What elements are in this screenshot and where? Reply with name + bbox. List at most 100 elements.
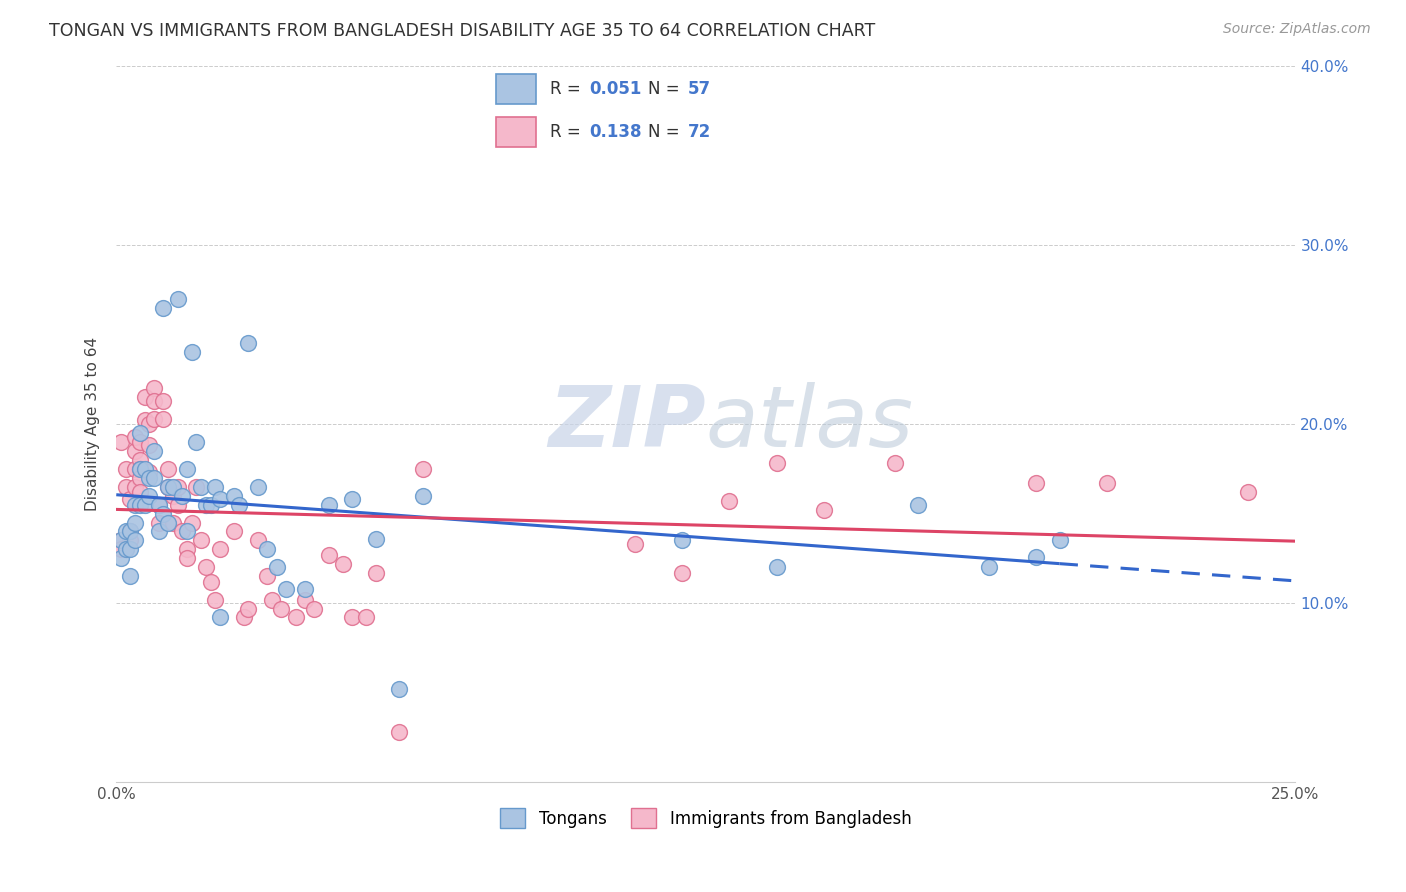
Point bbox=[232, 610, 254, 624]
Point bbox=[354, 610, 377, 624]
Point bbox=[120, 542, 142, 557]
Point bbox=[110, 434, 132, 449]
Point bbox=[284, 610, 307, 624]
Point bbox=[143, 381, 166, 395]
Point bbox=[138, 466, 160, 480]
Point bbox=[157, 516, 180, 530]
Point bbox=[124, 462, 146, 476]
Point bbox=[340, 610, 363, 624]
Point bbox=[110, 551, 132, 566]
Point bbox=[162, 489, 184, 503]
Point bbox=[110, 542, 132, 557]
Point bbox=[138, 489, 160, 503]
Point bbox=[134, 390, 156, 404]
Point bbox=[120, 524, 142, 539]
Point bbox=[114, 524, 136, 539]
Point bbox=[148, 498, 170, 512]
Point bbox=[671, 533, 693, 548]
Point bbox=[128, 462, 150, 476]
Point bbox=[224, 489, 246, 503]
Point bbox=[246, 533, 269, 548]
Point bbox=[1095, 476, 1118, 491]
Point bbox=[624, 537, 647, 551]
Text: TONGAN VS IMMIGRANTS FROM BANGLADESH DISABILITY AGE 35 TO 64 CORRELATION CHART: TONGAN VS IMMIGRANTS FROM BANGLADESH DIS… bbox=[49, 22, 876, 40]
Point bbox=[143, 443, 166, 458]
Point bbox=[180, 516, 202, 530]
Point bbox=[718, 494, 741, 508]
Point bbox=[194, 560, 217, 574]
Point bbox=[176, 551, 198, 566]
Point bbox=[194, 498, 217, 512]
Point bbox=[260, 592, 283, 607]
Point bbox=[134, 413, 156, 427]
Text: N =: N = bbox=[648, 123, 685, 141]
Point bbox=[176, 462, 198, 476]
Point bbox=[388, 725, 411, 739]
Point bbox=[209, 542, 232, 557]
Point bbox=[765, 560, 787, 574]
Point bbox=[124, 480, 146, 494]
Point bbox=[114, 542, 136, 557]
Point bbox=[176, 542, 198, 557]
Text: atlas: atlas bbox=[706, 383, 914, 466]
Text: R =: R = bbox=[550, 79, 586, 97]
Point bbox=[128, 498, 150, 512]
Bar bbox=[496, 117, 536, 147]
Point bbox=[304, 601, 326, 615]
Point bbox=[332, 557, 354, 571]
Point bbox=[1237, 485, 1260, 500]
Point bbox=[120, 524, 142, 539]
Point bbox=[1025, 549, 1047, 564]
Text: ZIP: ZIP bbox=[548, 383, 706, 466]
Point bbox=[152, 507, 174, 521]
Point bbox=[134, 498, 156, 512]
Text: N =: N = bbox=[648, 79, 685, 97]
Point bbox=[412, 489, 434, 503]
Point bbox=[128, 452, 150, 467]
Point bbox=[120, 569, 142, 583]
Point bbox=[1049, 533, 1071, 548]
Point bbox=[186, 434, 208, 449]
Point bbox=[128, 425, 150, 440]
Point bbox=[143, 411, 166, 425]
Text: 72: 72 bbox=[688, 123, 711, 141]
Point bbox=[143, 393, 166, 408]
Text: Source: ZipAtlas.com: Source: ZipAtlas.com bbox=[1223, 22, 1371, 37]
Point bbox=[907, 498, 929, 512]
Point bbox=[152, 411, 174, 425]
Text: 0.138: 0.138 bbox=[589, 123, 641, 141]
Point bbox=[124, 429, 146, 443]
Point bbox=[294, 582, 316, 596]
Point bbox=[110, 533, 132, 548]
Text: R =: R = bbox=[550, 123, 586, 141]
Point bbox=[364, 566, 387, 580]
Point bbox=[204, 480, 226, 494]
Point bbox=[813, 503, 835, 517]
Point bbox=[166, 498, 188, 512]
Point bbox=[157, 480, 180, 494]
Text: 0.051: 0.051 bbox=[589, 79, 641, 97]
Point bbox=[124, 533, 146, 548]
Legend: Tongans, Immigrants from Bangladesh: Tongans, Immigrants from Bangladesh bbox=[494, 801, 918, 835]
Point bbox=[166, 480, 188, 494]
Point bbox=[114, 462, 136, 476]
Point bbox=[157, 480, 180, 494]
Point bbox=[977, 560, 1000, 574]
Point bbox=[148, 516, 170, 530]
Point bbox=[186, 480, 208, 494]
Point bbox=[340, 492, 363, 507]
Point bbox=[148, 498, 170, 512]
Point bbox=[224, 524, 246, 539]
Point bbox=[152, 393, 174, 408]
Point bbox=[128, 471, 150, 485]
Point bbox=[671, 566, 693, 580]
Point bbox=[1025, 476, 1047, 491]
Point bbox=[238, 336, 260, 351]
Point bbox=[190, 533, 212, 548]
Point bbox=[143, 471, 166, 485]
Point bbox=[162, 516, 184, 530]
Point bbox=[270, 601, 292, 615]
Point bbox=[138, 471, 160, 485]
Point bbox=[256, 569, 278, 583]
Point bbox=[176, 524, 198, 539]
